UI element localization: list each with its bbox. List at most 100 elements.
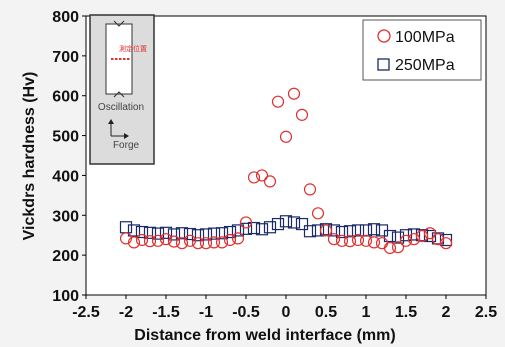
data-point-250mpa bbox=[399, 229, 413, 242]
data-point-100mpa bbox=[159, 233, 173, 246]
data-point-100mpa bbox=[215, 236, 229, 249]
data-point-100mpa bbox=[143, 235, 157, 248]
data-point-250mpa bbox=[199, 228, 213, 241]
data-point-100mpa bbox=[423, 227, 437, 240]
data-point-100mpa bbox=[199, 237, 213, 250]
y-axis-title: Vickdrs hardness (Hv) bbox=[21, 72, 38, 241]
data-point-100mpa bbox=[407, 233, 421, 246]
data-point-250mpa bbox=[351, 224, 365, 237]
specimen-top-notch bbox=[113, 20, 125, 27]
x-tick-label: 1 bbox=[362, 304, 371, 321]
x-tick-label: 0 bbox=[282, 304, 291, 321]
data-point-100mpa bbox=[119, 232, 133, 245]
data-point-250mpa bbox=[135, 225, 149, 239]
data-point-250mpa bbox=[327, 224, 341, 237]
legend-label-250mpa: 250MPa bbox=[395, 57, 455, 74]
data-point-100mpa bbox=[135, 233, 149, 247]
specimen-bottom-notch bbox=[113, 91, 125, 98]
data-point-100mpa bbox=[327, 233, 341, 246]
data-point-100mpa bbox=[431, 233, 445, 246]
data-point-250mpa bbox=[183, 227, 197, 241]
data-point-250mpa bbox=[407, 228, 421, 241]
data-point-100mpa bbox=[247, 171, 261, 184]
legend-label-100mpa: 100MPa bbox=[395, 29, 455, 46]
series-100mpa bbox=[119, 87, 453, 255]
x-axis-title: Distance from weld interface (mm) bbox=[134, 327, 395, 344]
x-axis-ticks: -2.5 -2 -1.5 -1 -0.5 0 0.5 1 1.5 2 2.5 bbox=[72, 295, 497, 321]
data-point-250mpa bbox=[191, 229, 205, 242]
data-point-100mpa bbox=[127, 236, 141, 249]
data-point-100mpa bbox=[415, 229, 429, 243]
data-point-100mpa bbox=[367, 236, 381, 249]
x-tick-label: -2 bbox=[119, 304, 133, 321]
x-tick-label: 1.5 bbox=[395, 304, 417, 321]
data-point-100mpa bbox=[167, 235, 181, 248]
legend-marker-250mpa bbox=[377, 58, 390, 71]
data-point-250mpa bbox=[359, 224, 373, 237]
data-point-100mpa bbox=[311, 207, 325, 220]
data-point-250mpa bbox=[255, 223, 269, 236]
forge-label: Forge bbox=[113, 140, 140, 151]
y-tick-label: 700 bbox=[52, 49, 79, 66]
x-tick-label: 2.5 bbox=[475, 304, 497, 321]
data-point-250mpa bbox=[143, 226, 157, 239]
data-point-250mpa bbox=[311, 224, 325, 237]
x-tick-label: 0.5 bbox=[315, 304, 337, 321]
data-point-250mpa bbox=[279, 215, 293, 228]
data-point-100mpa bbox=[351, 233, 365, 247]
data-point-100mpa bbox=[359, 234, 373, 247]
data-point-100mpa bbox=[255, 169, 269, 182]
data-point-100mpa bbox=[279, 130, 293, 143]
y-tick-label: 200 bbox=[52, 248, 79, 265]
x-tick-label: -1 bbox=[199, 304, 213, 321]
data-point-250mpa bbox=[239, 222, 253, 235]
legend-marker-100mpa bbox=[377, 29, 391, 43]
data-point-100mpa bbox=[231, 232, 245, 245]
data-point-250mpa bbox=[287, 216, 301, 229]
data-point-100mpa bbox=[271, 95, 285, 108]
data-point-250mpa bbox=[383, 229, 397, 243]
series-layer bbox=[119, 87, 453, 255]
inset-jp-label: 測定位置 bbox=[119, 44, 147, 53]
data-point-250mpa bbox=[127, 224, 141, 237]
x-tick-label: -2.5 bbox=[72, 304, 100, 321]
data-point-250mpa bbox=[303, 225, 317, 238]
arrow-right-head bbox=[124, 133, 129, 139]
data-point-250mpa bbox=[207, 227, 221, 240]
x-tick-label: 2 bbox=[442, 304, 451, 321]
data-point-100mpa bbox=[383, 241, 397, 255]
data-point-250mpa bbox=[391, 231, 405, 244]
data-point-100mpa bbox=[151, 234, 165, 247]
data-point-250mpa bbox=[215, 227, 229, 240]
y-tick-label: 500 bbox=[52, 129, 79, 146]
y-tick-label: 400 bbox=[52, 168, 79, 185]
data-point-100mpa bbox=[295, 108, 309, 121]
data-point-100mpa bbox=[239, 216, 253, 229]
data-point-100mpa bbox=[391, 241, 405, 254]
data-point-100mpa bbox=[175, 237, 189, 250]
y-tick-label: 100 bbox=[52, 288, 79, 305]
x-tick-label: -0.5 bbox=[232, 304, 260, 321]
x-tick-label: -1.5 bbox=[152, 304, 180, 321]
y-axis-ticks: 100 200 300 400 500 600 700 800 bbox=[52, 9, 86, 305]
data-point-250mpa bbox=[263, 221, 277, 234]
data-point-250mpa bbox=[247, 221, 261, 235]
data-point-100mpa bbox=[399, 234, 413, 247]
y-tick-label: 300 bbox=[52, 208, 79, 225]
oscillation-label: Oscillation bbox=[98, 102, 144, 113]
data-point-250mpa bbox=[423, 229, 437, 243]
data-point-250mpa bbox=[335, 225, 349, 239]
data-point-100mpa bbox=[287, 87, 301, 100]
data-point-250mpa bbox=[231, 224, 245, 237]
data-point-250mpa bbox=[439, 233, 453, 247]
data-point-250mpa bbox=[151, 227, 165, 240]
data-point-250mpa bbox=[271, 217, 285, 231]
data-point-250mpa bbox=[175, 227, 189, 240]
data-point-250mpa bbox=[159, 226, 173, 239]
data-point-250mpa bbox=[343, 225, 357, 238]
specimen-rect bbox=[105, 23, 133, 95]
y-tick-label: 800 bbox=[52, 9, 79, 26]
data-point-250mpa bbox=[223, 225, 237, 239]
legend: 100MPa 250MPa bbox=[362, 19, 482, 81]
